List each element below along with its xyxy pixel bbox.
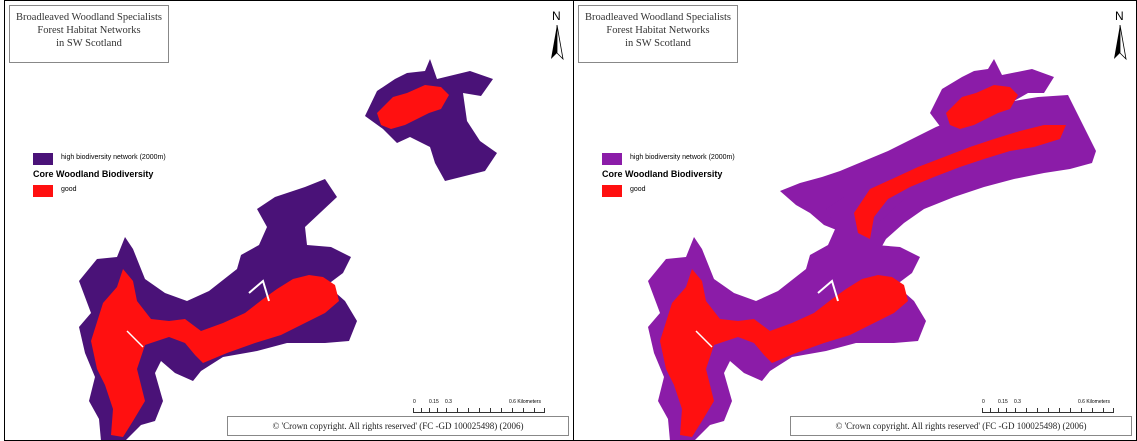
legend-heading: Core Woodland Biodiversity — [33, 169, 154, 179]
scale-labels: 0 0.15 0.3 0.6 Kilometers — [413, 399, 563, 407]
legend-row-network: high biodiversity network (2000m) — [602, 151, 735, 171]
network-patch-northeast — [365, 59, 497, 181]
scale-line — [982, 408, 1114, 413]
core-patch-northeast — [946, 85, 1018, 129]
legend-swatch-network — [33, 153, 53, 165]
scale-label: 0 — [413, 399, 416, 405]
copyright-box: © 'Crown copyright. All rights reserved'… — [790, 416, 1132, 436]
map-legend: high biodiversity network (2000m) Core W… — [33, 151, 166, 203]
internal-gaps — [695, 279, 839, 348]
north-arrow: N — [1112, 9, 1132, 65]
legend-heading: Core Woodland Biodiversity — [602, 169, 723, 179]
core-patch-northeast — [377, 85, 449, 129]
network-polygons — [648, 59, 1096, 440]
scale-labels: 0 0.15 0.3 0.6 Kilometers — [982, 399, 1132, 407]
scale-label: 0.6 Kilometers — [1078, 399, 1110, 405]
scale-bar: 0 0.15 0.3 0.6 Kilometers — [413, 399, 563, 419]
map-title-box: Broadleaved Woodland Specialists Forest … — [9, 5, 169, 63]
internal-gaps — [126, 279, 270, 348]
scale-label: 0.3 — [1014, 399, 1021, 405]
scale-label: 0.3 — [445, 399, 452, 405]
map-title-line: in SW Scotland — [625, 38, 691, 49]
scale-label: 0.15 — [429, 399, 439, 405]
map-panel-right: Broadleaved Woodland Specialists Forest … — [574, 0, 1137, 441]
core-patch-main — [660, 269, 908, 437]
scale-label: 0.15 — [998, 399, 1008, 405]
legend-label-network: high biodiversity network (2000m) — [61, 154, 166, 161]
legend-swatch-network — [602, 153, 622, 165]
legend-label-core: good — [61, 186, 77, 193]
legend-swatch-core — [33, 185, 53, 197]
scale-bar: 0 0.15 0.3 0.6 Kilometers — [982, 399, 1132, 419]
map-title-line: Broadleaved Woodland Specialists — [585, 12, 731, 23]
map-title-line: Broadleaved Woodland Specialists — [16, 12, 162, 23]
north-arrow: N — [549, 9, 569, 65]
north-label: N — [1115, 9, 1124, 23]
habitat-map-right[interactable] — [574, 1, 1137, 441]
legend-swatch-core — [602, 185, 622, 197]
map-title-line: Forest Habitat Networks — [37, 25, 141, 36]
scale-label: 0.6 Kilometers — [509, 399, 541, 405]
core-patch-main — [91, 269, 339, 437]
map-title-line: Forest Habitat Networks — [606, 25, 710, 36]
map-legend: high biodiversity network (2000m) Core W… — [602, 151, 735, 203]
north-arrow-icon — [551, 25, 564, 61]
network-polygons — [79, 59, 497, 440]
legend-label-core: good — [630, 186, 646, 193]
network-patch-main — [79, 179, 357, 440]
network-patch-main — [648, 179, 926, 440]
map-title-box: Broadleaved Woodland Specialists Forest … — [578, 5, 738, 63]
core-patch-corridor — [854, 125, 1066, 239]
legend-row-core: good — [602, 183, 722, 203]
map-title-line: in SW Scotland — [56, 38, 122, 49]
core-polygons — [660, 85, 1066, 437]
copyright-box: © 'Crown copyright. All rights reserved'… — [227, 416, 569, 436]
north-arrow-icon — [1114, 25, 1127, 61]
scale-label: 0 — [982, 399, 985, 405]
north-label: N — [552, 9, 561, 23]
legend-row-core: good — [33, 183, 153, 203]
habitat-map-left[interactable] — [5, 1, 574, 441]
map-panel-left: Broadleaved Woodland Specialists Forest … — [4, 0, 574, 441]
core-polygons — [91, 85, 449, 437]
legend-label-network: high biodiversity network (2000m) — [630, 154, 735, 161]
legend-row-network: high biodiversity network (2000m) — [33, 151, 166, 171]
scale-line — [413, 408, 545, 413]
